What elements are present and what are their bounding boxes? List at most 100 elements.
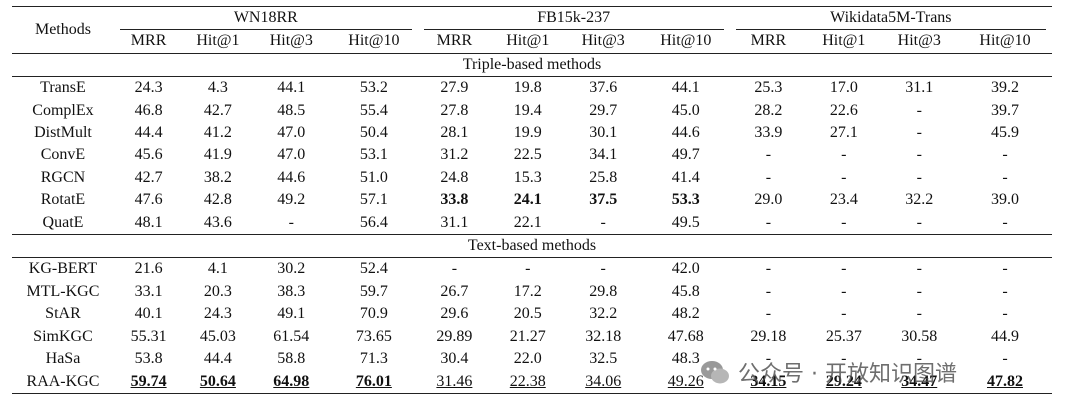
score-cell: 48.3 [671,350,700,368]
score-cell: 44.1 [277,79,306,97]
score-cell: 51.0 [359,168,388,186]
table-row: DistMult 44.4 41.2 47.0 50.4 28.1 19.9 30.1 44.6… [12,122,1052,144]
table-row: TransE 24.3 4.3 44.1 53.2 27.9 19.8 37.6 44.1 25.… [12,77,1052,100]
score-cell: 17.2 [513,282,542,300]
score-cell: 44.6 [671,124,700,142]
dataset-header: WN18RR [113,6,418,31]
table-row: Methods WN18RR FB15k-237 Wikidata5M-Trans [12,6,1052,54]
score-cell: 28.2 [754,101,783,119]
score-cell: - [916,260,922,278]
score-cell: 39.0 [990,191,1019,209]
score-cell: 37.6 [589,79,618,97]
score-cell: 45.9 [990,124,1019,142]
score-cell: 58.8 [277,350,306,368]
section-title: Text-based methods [12,234,1052,259]
score-cell: 39.7 [990,101,1019,119]
score-cell: 24.3 [203,305,232,323]
table-row: RotatE 47.6 42.8 49.2 57.1 33.8 24.1 37.5 53.3 29… [12,189,1052,211]
score-cell: 47.68 [667,327,704,345]
score-cell: 31.2 [440,146,469,164]
score-cell: - [765,168,772,186]
score-cell: 33.8 [440,191,469,209]
score-cell: - [916,282,922,300]
method-name: RGCN [40,168,86,186]
score-cell: - [916,124,922,142]
score-cell: 47.6 [134,191,163,209]
dataset-name: WN18RR [119,7,412,31]
score-cell: 41.4 [671,168,700,186]
table-row: HaSa 53.8 44.4 58.8 71.3 30.4 22.0 32.5 48.3 - - - - [12,348,1052,370]
score-cell: 44.1 [671,79,700,97]
score-cell: 53.8 [134,350,163,368]
score-cell: - [1002,168,1008,186]
score-cell: 48.5 [277,101,306,119]
metric-header: MRR [113,30,184,54]
table-row: StAR 40.1 24.3 49.1 70.9 29.6 20.5 32.2 48.2 - - - - [12,303,1052,325]
metric-header: Hit@1 [183,30,253,54]
table-row: ComplEx 46.8 42.7 48.5 55.4 27.8 19.4 29.7 45.0 2… [12,100,1052,122]
score-cell: - [916,350,922,368]
score-cell: 30.1 [589,124,618,142]
table-row: Text-based methods [12,234,1052,259]
score-cell: 17.0 [829,79,858,97]
method-name: RotatE [40,191,86,209]
score-cell: 43.6 [203,213,232,231]
score-cell: 64.98 [252,370,331,394]
score-cell: 42.7 [203,101,232,119]
score-cell: - [765,350,772,368]
method-name: RAA-KGC [12,370,114,394]
score-cell: 49.7 [671,146,700,164]
score-cell: 59.7 [359,282,388,300]
method-name: ComplEx [32,101,94,119]
score-cell: 4.3 [207,79,228,97]
metric-header: Hit@10 [641,30,730,54]
score-cell: 32.18 [585,327,622,345]
score-cell: 15.3 [513,168,542,186]
score-cell: 30.2 [277,260,306,278]
score-cell: 49.1 [277,305,306,323]
score-cell: 50.64 [183,370,253,394]
score-cell: - [288,213,294,231]
score-cell: 47.82 [957,370,1052,394]
score-cell: 45.0 [671,101,700,119]
methods-header: Methods [12,6,114,54]
score-cell: 48.1 [134,213,163,231]
score-cell: 27.1 [829,124,858,142]
metric-header: Hit@1 [491,30,565,54]
score-cell: 34.06 [564,370,642,394]
score-cell: 53.2 [359,79,388,97]
score-cell: 47.0 [277,146,306,164]
score-cell: 59.74 [113,370,184,394]
score-cell: 30.4 [440,350,469,368]
score-cell: 28.1 [440,124,469,142]
score-cell: 22.6 [829,101,858,119]
metric-header: Hit@3 [252,30,331,54]
score-cell: - [765,213,772,231]
table-row: QuatE 48.1 43.6 - 56.4 31.1 22.1 - 49.5 - - - - [12,212,1052,235]
method-name: SimKGC [33,327,93,345]
score-cell: 45.03 [199,327,236,345]
score-cell: - [1002,146,1008,164]
score-cell: 46.8 [134,101,163,119]
score-cell: 20.5 [513,305,542,323]
table-row: KG-BERT 21.6 4.1 30.2 52.4 - - - 42.0 - - - - [12,258,1052,281]
score-cell: 40.1 [134,305,163,323]
score-cell: 20.3 [203,282,232,300]
score-cell: 22.0 [513,350,542,368]
score-cell: 39.2 [990,79,1019,97]
score-cell: - [1002,260,1008,278]
score-cell: 34.1 [589,146,618,164]
score-cell: 31.46 [417,370,492,394]
score-cell: - [525,260,531,278]
score-cell: 61.54 [273,327,310,345]
score-cell: - [916,213,922,231]
score-cell: 52.4 [359,260,388,278]
score-cell: 44.4 [134,124,163,142]
score-cell: 30.58 [901,327,938,345]
dataset-name: Wikidata5M-Trans [735,7,1046,31]
score-cell: 38.3 [277,282,306,300]
score-cell: 24.1 [513,191,542,209]
score-cell: 49.2 [277,191,306,209]
score-cell: 21.6 [134,260,163,278]
